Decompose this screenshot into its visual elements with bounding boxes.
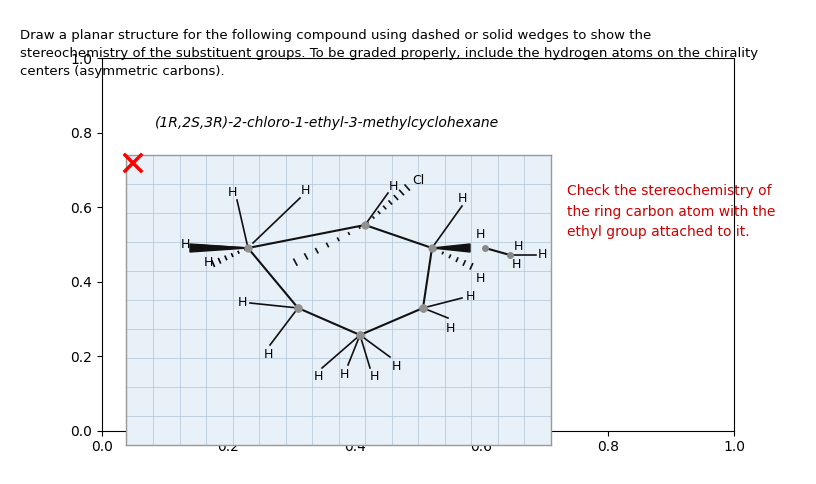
Text: H: H: [264, 348, 273, 362]
Text: H: H: [370, 370, 379, 383]
Text: H: H: [388, 180, 397, 193]
Text: Draw a planar structure for the following compound using dashed or solid wedges : Draw a planar structure for the followin…: [20, 29, 759, 78]
Text: H: H: [446, 321, 455, 334]
Text: Cl: Cl: [412, 173, 424, 186]
Text: H: H: [475, 227, 485, 241]
Text: H: H: [237, 296, 246, 308]
Text: H: H: [204, 256, 213, 269]
Text: H: H: [457, 192, 467, 205]
Text: H: H: [313, 370, 322, 383]
Text: H: H: [537, 248, 547, 261]
Text: H: H: [339, 367, 348, 380]
Text: H: H: [475, 272, 485, 285]
Polygon shape: [190, 244, 248, 252]
Text: H: H: [513, 241, 523, 254]
Text: (1R,2S,3R)-2-chloro-1-ethyl-3-methylcyclohexane: (1R,2S,3R)-2-chloro-1-ethyl-3-methylcycl…: [155, 116, 499, 130]
Text: H: H: [465, 290, 475, 303]
Text: H: H: [392, 360, 401, 373]
Text: H: H: [180, 238, 189, 251]
Polygon shape: [432, 244, 470, 252]
Text: Check the stereochemistry of
the ring carbon atom with the
ethyl group attached : Check the stereochemistry of the ring ca…: [567, 184, 775, 239]
Text: H: H: [300, 183, 310, 197]
Text: H: H: [228, 185, 237, 198]
Text: H: H: [512, 258, 521, 272]
